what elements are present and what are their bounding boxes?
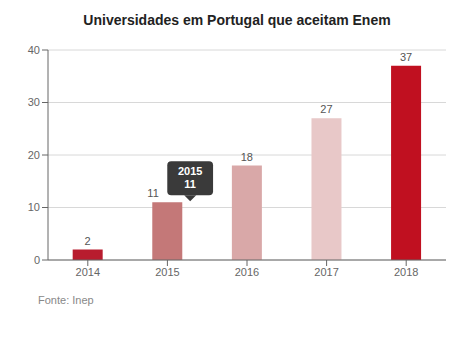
html-text:Universidades em Portugal que: Universidades em Portugal que aceitam En… bbox=[83, 12, 391, 28]
svg-text:0: 0 bbox=[34, 254, 40, 266]
svg-text:2017: 2017 bbox=[314, 266, 338, 278]
svg-text:11: 11 bbox=[147, 187, 158, 199]
svg-text:11: 11 bbox=[184, 178, 196, 190]
svg-text:2: 2 bbox=[85, 235, 91, 247]
svg-text:18: 18 bbox=[241, 151, 253, 163]
html-text:Fonte: Inep: Fonte: Inep bbox=[38, 294, 94, 306]
svg-text:30: 30 bbox=[28, 96, 40, 108]
svg-text:2014: 2014 bbox=[76, 266, 100, 278]
svg-text:27: 27 bbox=[320, 103, 332, 115]
svg-text:10: 10 bbox=[28, 201, 40, 213]
svg-text:37: 37 bbox=[400, 51, 412, 63]
svg-text:20: 20 bbox=[28, 149, 40, 161]
svg-text:2018: 2018 bbox=[394, 266, 418, 278]
svg-text:40: 40 bbox=[28, 44, 40, 56]
svg-text:2015: 2015 bbox=[155, 266, 179, 278]
svg-text:2015: 2015 bbox=[178, 165, 202, 177]
svg-text:2016: 2016 bbox=[235, 266, 259, 278]
